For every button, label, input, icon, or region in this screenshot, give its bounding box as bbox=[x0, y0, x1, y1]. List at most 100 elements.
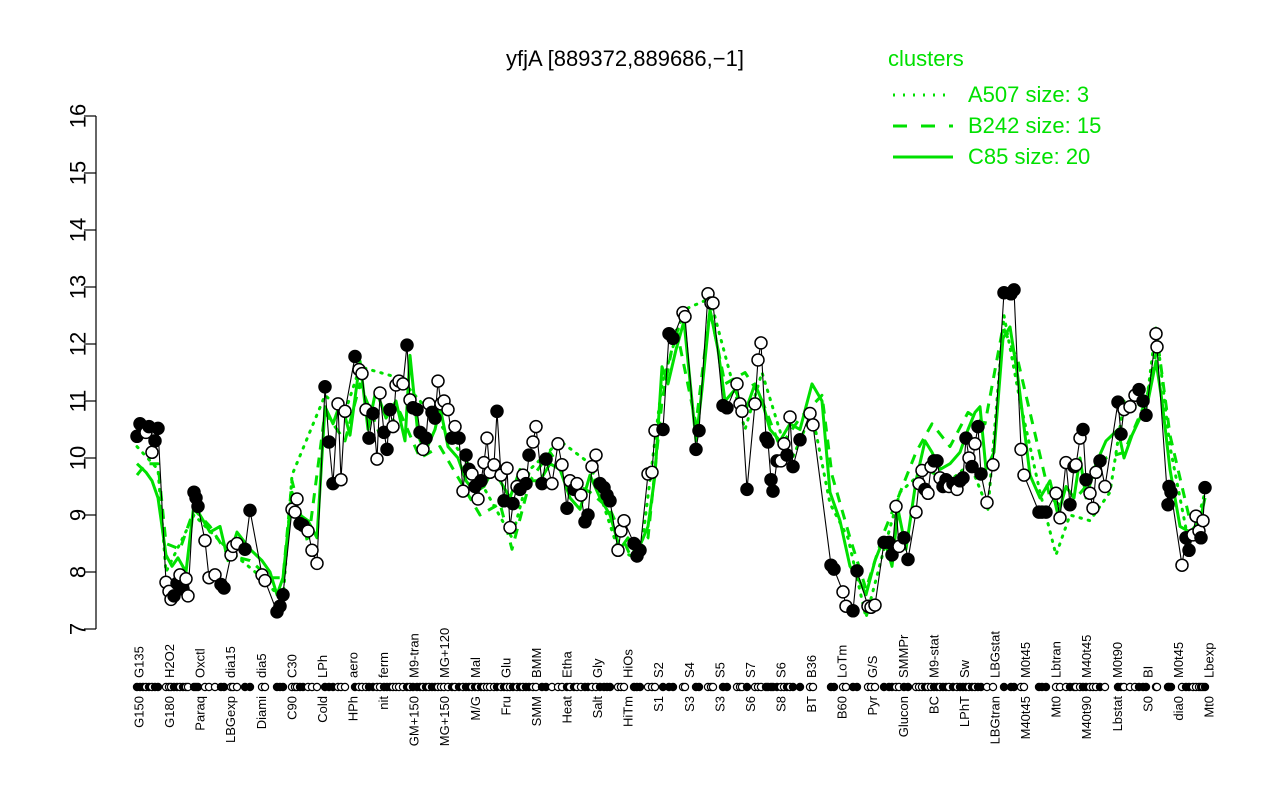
data-point bbox=[217, 581, 231, 595]
data-point bbox=[780, 448, 794, 462]
chart-title: yfjA [889372,889686,−1] bbox=[506, 46, 744, 71]
data-point bbox=[465, 467, 479, 481]
y-tick-label: 14 bbox=[66, 218, 91, 242]
data-point bbox=[1089, 465, 1103, 480]
data-point bbox=[754, 336, 768, 350]
y-tick-label: 15 bbox=[66, 161, 91, 185]
x-tick-label: M9-tran bbox=[407, 633, 422, 678]
data-point bbox=[1161, 497, 1175, 512]
data-point bbox=[1007, 283, 1021, 297]
data-point bbox=[459, 448, 473, 462]
data-point bbox=[1198, 480, 1212, 495]
rug-marker bbox=[650, 682, 660, 692]
data-point bbox=[766, 484, 780, 498]
x-tick-label: nit bbox=[376, 696, 391, 710]
x-tick-label: S6 bbox=[743, 696, 758, 712]
data-point bbox=[348, 349, 362, 364]
data-point bbox=[448, 419, 462, 434]
data-point bbox=[555, 458, 569, 472]
x-tick-label: Lbstat bbox=[1110, 696, 1125, 732]
data-point bbox=[968, 437, 982, 451]
data-point bbox=[1053, 511, 1067, 525]
data-point bbox=[490, 404, 504, 419]
data-point bbox=[735, 404, 749, 419]
data-point bbox=[529, 419, 543, 434]
data-point bbox=[431, 374, 445, 388]
x-tick-label: M0t45 bbox=[1018, 642, 1033, 678]
rug-marker bbox=[278, 682, 288, 692]
data-point bbox=[301, 524, 315, 538]
data-point bbox=[551, 437, 565, 451]
rug-marker bbox=[619, 682, 629, 692]
rug-marker bbox=[870, 682, 880, 692]
data-point bbox=[1086, 501, 1100, 515]
rug-marker bbox=[808, 682, 818, 692]
data-point bbox=[570, 476, 584, 491]
data-point bbox=[581, 508, 595, 522]
data-point bbox=[793, 433, 807, 447]
data-point bbox=[633, 543, 647, 558]
rug-marker bbox=[988, 682, 998, 692]
data-point bbox=[334, 472, 348, 487]
data-point bbox=[366, 406, 380, 421]
x-tick-label: HiOs bbox=[621, 649, 636, 678]
x-tick-label: S1 bbox=[651, 696, 666, 712]
data-point bbox=[846, 604, 860, 618]
data-point bbox=[506, 496, 520, 511]
data-point bbox=[181, 589, 195, 603]
data-point bbox=[487, 458, 501, 472]
x-tick-label: Heat bbox=[560, 696, 575, 724]
x-tick-label: HPh bbox=[346, 696, 361, 721]
rug-marker bbox=[153, 682, 163, 692]
data-point bbox=[500, 461, 514, 476]
expression-points bbox=[130, 283, 1212, 619]
x-tick-label: LPh bbox=[315, 655, 330, 678]
x-tick-label: dia5 bbox=[254, 653, 269, 678]
legend-entry-a507: A507 size: 3 bbox=[968, 82, 1089, 107]
cluster-line-dotted bbox=[135, 296, 1207, 620]
data-point bbox=[148, 434, 162, 448]
rug-marker bbox=[708, 682, 718, 692]
data-point bbox=[868, 598, 882, 612]
data-point bbox=[452, 431, 466, 445]
data-point bbox=[441, 402, 455, 417]
x-tick-label: Gly bbox=[590, 658, 605, 678]
rug-marker bbox=[694, 682, 704, 692]
data-point bbox=[310, 556, 324, 571]
data-point bbox=[471, 492, 485, 506]
x-tick-label: LPhT bbox=[957, 696, 972, 727]
rug-marker bbox=[999, 682, 1009, 692]
data-point bbox=[666, 331, 680, 346]
data-point bbox=[290, 492, 304, 506]
data-point bbox=[318, 380, 332, 394]
data-point bbox=[692, 423, 706, 438]
data-point bbox=[783, 410, 797, 424]
data-point bbox=[560, 501, 574, 515]
data-point bbox=[545, 476, 559, 491]
data-point bbox=[416, 442, 430, 457]
data-point bbox=[1132, 382, 1146, 397]
x-tick-label: S0 bbox=[1140, 696, 1155, 712]
y-tick-label: 13 bbox=[66, 275, 91, 299]
x-tick-label: S4 bbox=[682, 662, 697, 678]
rug-marker bbox=[193, 682, 203, 692]
x-tick-label: M/G bbox=[468, 696, 483, 721]
data-point bbox=[145, 445, 159, 460]
data-point bbox=[611, 543, 625, 558]
rug-marker bbox=[1009, 682, 1019, 692]
legend-entry-c85: C85 size: 20 bbox=[968, 144, 1090, 169]
x-tick-label: M40t45 bbox=[1079, 635, 1094, 678]
data-point bbox=[1049, 486, 1063, 501]
data-point bbox=[191, 499, 205, 514]
data-point bbox=[480, 431, 494, 445]
rug-marker bbox=[1019, 682, 1029, 692]
data-point bbox=[1083, 486, 1097, 501]
data-point bbox=[373, 386, 387, 400]
data-point bbox=[574, 488, 588, 502]
data-point bbox=[1182, 543, 1196, 558]
data-point bbox=[179, 572, 193, 586]
y-tick-label: 16 bbox=[66, 104, 91, 128]
data-point bbox=[322, 435, 336, 449]
data-point bbox=[1063, 497, 1077, 512]
